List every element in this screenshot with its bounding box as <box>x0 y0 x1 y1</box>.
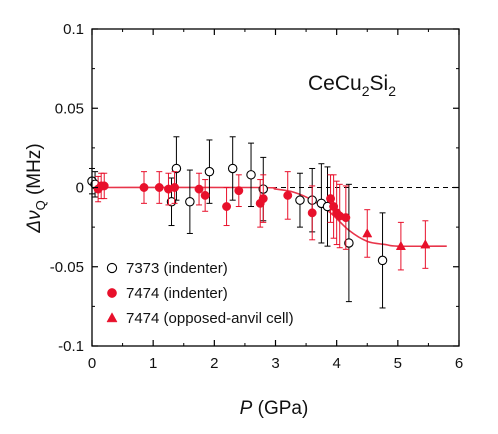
y-tick-label: -0.05 <box>50 259 84 276</box>
data-point <box>194 184 204 194</box>
y-tick-label: 0 <box>76 180 84 197</box>
legend-marker <box>106 312 118 323</box>
data-point <box>395 240 406 250</box>
data-point <box>222 202 232 211</box>
fit-curve-layer <box>91 186 447 248</box>
y-tick-label: 0.1 <box>63 21 84 38</box>
data-point <box>139 183 149 192</box>
y-axis-label: ΔνQ (MHz) <box>24 143 48 233</box>
series-triangle-filled <box>362 209 431 271</box>
data-point <box>341 213 351 223</box>
series-circle-open <box>87 136 388 309</box>
x-tick-label: 6 <box>455 355 463 372</box>
legend-item: 7474 (indenter) <box>107 285 228 302</box>
data-point <box>246 170 256 180</box>
data-point <box>171 163 182 174</box>
data-point <box>200 190 210 200</box>
data-point <box>166 197 177 207</box>
data-point <box>420 239 431 249</box>
data-point <box>283 190 293 200</box>
legend-label: 7474 (indenter) <box>126 285 228 302</box>
x-tick-label: 5 <box>394 355 402 372</box>
legend: 7373 (indenter) 7474 (indenter) 7474 (oppo… <box>106 260 294 327</box>
legend-label: 7373 (indenter) <box>126 260 228 277</box>
axes-layer: 0 1 2 3 4 5 6 -0.1 -0.05 0 0.05 0.1 <box>50 21 463 372</box>
data-point <box>234 186 244 196</box>
data-point <box>258 194 268 204</box>
data-point <box>377 255 388 266</box>
legend-marker <box>106 262 118 274</box>
data-point <box>307 208 317 218</box>
data-point <box>295 195 305 205</box>
data-point <box>154 183 164 192</box>
x-tick-label: 1 <box>149 355 157 372</box>
y-tick-label: 0.05 <box>55 100 84 117</box>
data-point <box>185 197 195 207</box>
data-point <box>227 163 238 174</box>
data-point <box>170 183 180 192</box>
data-point <box>326 194 335 204</box>
x-tick-label: 0 <box>88 355 96 372</box>
x-tick-label: 4 <box>332 355 340 372</box>
x-tick-label: 2 <box>210 355 218 372</box>
x-axis-label: P (GPa) <box>240 398 309 419</box>
data-point <box>362 228 373 238</box>
series-circle-filled <box>93 171 351 250</box>
y-tick-label: -0.1 <box>58 338 84 355</box>
data-points-layer <box>87 136 431 309</box>
data-point <box>99 181 109 191</box>
x-tick-label: 3 <box>271 355 279 372</box>
chart-title: CeCu2Si2 <box>308 72 396 99</box>
data-point <box>344 238 354 248</box>
fit-curve <box>91 186 447 248</box>
legend-item: 7373 (indenter) <box>106 260 228 277</box>
legend-label: 7474 (opposed-anvil cell) <box>126 310 294 327</box>
legend-marker <box>107 288 117 298</box>
legend-item: 7474 (opposed-anvil cell) <box>106 310 294 327</box>
data-point <box>204 166 215 177</box>
